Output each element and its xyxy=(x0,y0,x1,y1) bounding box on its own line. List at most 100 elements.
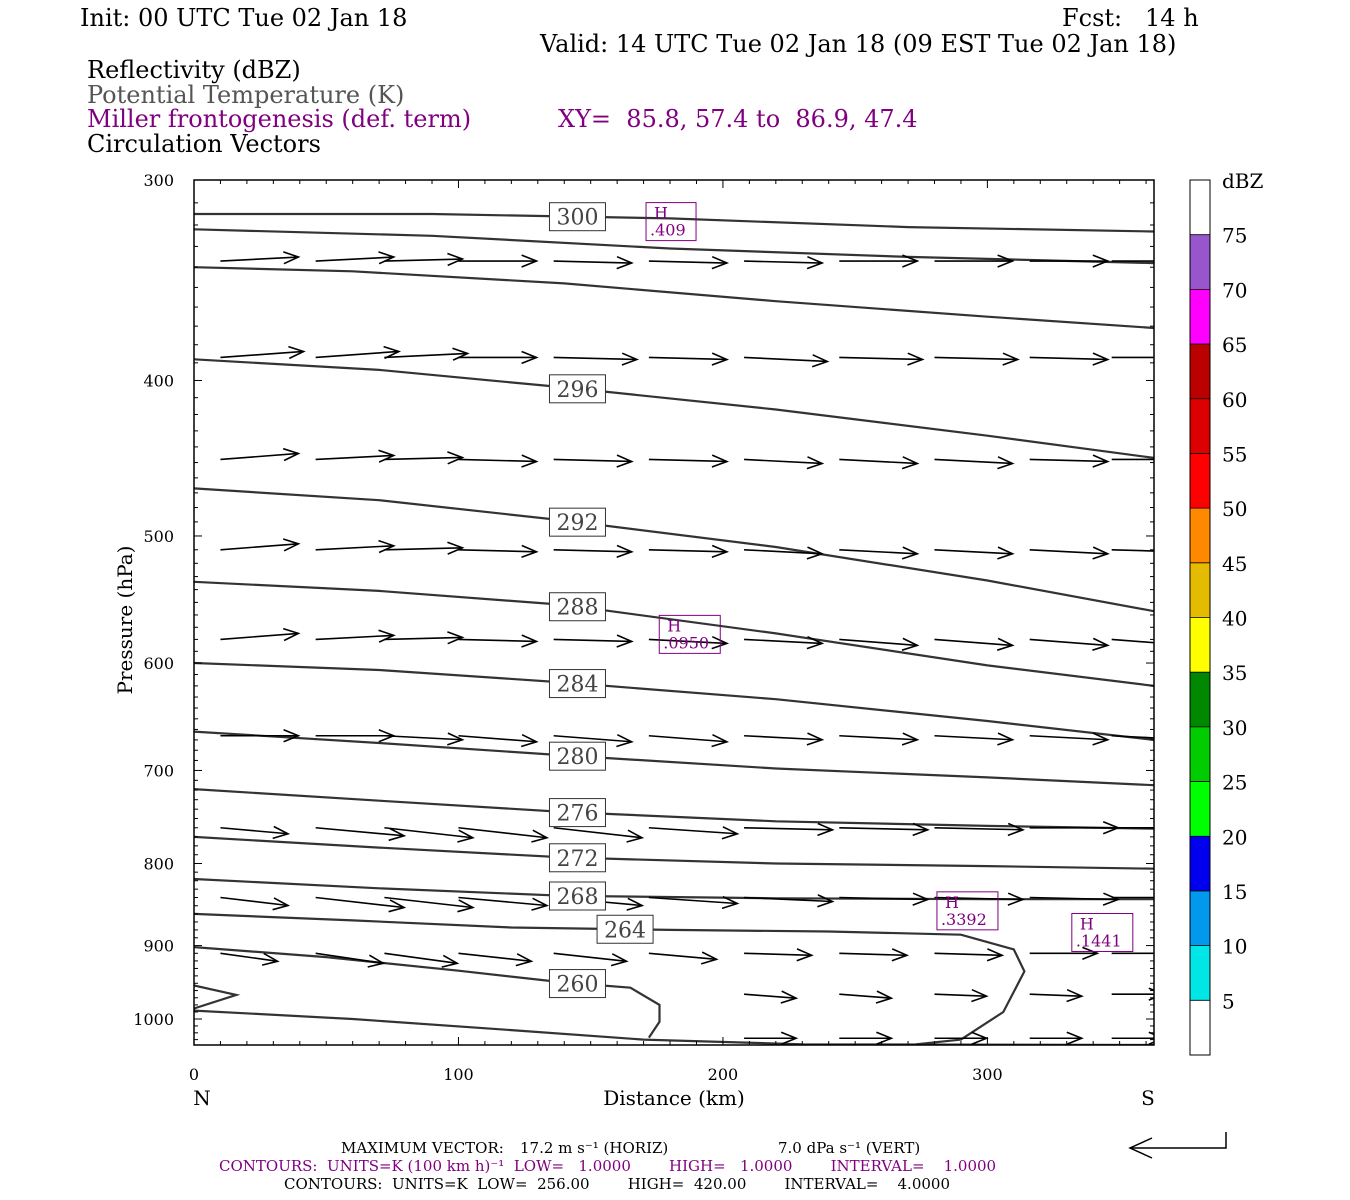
contour-label: 300 xyxy=(556,206,598,231)
circulation-vector xyxy=(934,638,1013,647)
circulation-vector xyxy=(744,896,833,903)
circulation-vector xyxy=(315,634,394,641)
circulation-vector-head xyxy=(711,635,730,650)
colorbar-segment xyxy=(1190,289,1210,345)
colorbar-label: 40 xyxy=(1222,607,1247,631)
contour-label: 292 xyxy=(556,511,598,536)
contour-label-box xyxy=(548,374,606,404)
circulation-vector xyxy=(553,458,632,463)
circulation-vector xyxy=(648,458,727,463)
circulation-vector-head xyxy=(996,637,1015,651)
circulation-vector xyxy=(553,260,632,264)
circulation-vector-head xyxy=(378,629,396,643)
circulation-vector xyxy=(458,952,532,963)
frontogenesis-max-value: .1441 xyxy=(1076,932,1122,951)
circulation-vector xyxy=(839,458,918,465)
x-tick-label: 0 xyxy=(189,1065,199,1084)
circulation-vector-head xyxy=(997,546,1015,560)
circulation-vector xyxy=(553,548,632,553)
circulation-vector-head xyxy=(288,345,306,360)
frontogenesis-max-box xyxy=(936,891,999,931)
circulation-vector-head xyxy=(721,895,740,910)
circulation-vector-head xyxy=(1175,733,1190,745)
contour-label-box xyxy=(548,843,606,873)
theta-contour xyxy=(194,730,1154,787)
circulation-vector-head xyxy=(457,829,475,843)
circulation-vector-head xyxy=(806,732,825,746)
circulation-vector-head xyxy=(901,456,920,470)
circulation-vector-head xyxy=(817,822,835,837)
circulation-vector xyxy=(384,896,473,909)
theta-contour xyxy=(194,877,1154,901)
colorbar-segment xyxy=(1190,453,1210,509)
circulation-vector-head xyxy=(1174,638,1189,650)
contour-label: 296 xyxy=(556,378,598,403)
theta-contour xyxy=(194,835,1154,870)
contour-label-box xyxy=(548,592,606,622)
circulation-vector-head xyxy=(912,892,930,906)
circulation-vector xyxy=(384,952,458,965)
circulation-vector-head xyxy=(521,544,539,559)
circulation-vector-head xyxy=(1066,1031,1084,1045)
circulation-vector xyxy=(220,452,299,461)
circulation-vector-head xyxy=(711,733,730,748)
circulation-vector xyxy=(458,638,537,643)
circulation-vector-head xyxy=(1082,946,1100,960)
circulation-vector xyxy=(315,256,394,262)
colorbar-unit-label: dBZ xyxy=(1222,169,1264,193)
circulation-vector xyxy=(384,352,468,359)
circulation-vector-head xyxy=(1164,255,1179,267)
circulation-vector-head xyxy=(1092,254,1110,268)
colorbar-label: 55 xyxy=(1222,442,1247,466)
frontogenesis-max-letter: H xyxy=(667,616,681,635)
circulation-vector xyxy=(744,458,823,465)
circulation-vector xyxy=(839,356,923,361)
colorbar-segment xyxy=(1190,234,1210,290)
forecast-hour: Fcst: 14 h xyxy=(1062,4,1199,32)
circulation-vector xyxy=(1029,896,1119,901)
circulation-vector-head xyxy=(447,631,465,645)
circulation-vector-head xyxy=(1164,352,1179,364)
circulation-vector xyxy=(839,896,928,901)
circulation-vector xyxy=(744,260,823,264)
theta-contour xyxy=(194,228,1154,265)
colorbar-segment xyxy=(1190,617,1210,673)
circulation-vector-head xyxy=(1092,637,1110,651)
circulation-vector xyxy=(315,544,394,551)
circulation-vector-head xyxy=(447,541,465,555)
circulation-vector-head xyxy=(1164,545,1179,557)
colorbar-label: 5 xyxy=(1222,989,1235,1013)
circulation-vector-head xyxy=(1164,947,1179,959)
circulation-vector-head xyxy=(711,255,730,270)
contour-label-box xyxy=(548,881,606,911)
circulation-vector-head xyxy=(780,1031,799,1045)
circulation-vector-head xyxy=(806,456,825,470)
circulation-vector xyxy=(220,542,299,551)
circulation-vector xyxy=(648,548,727,553)
circulation-vector-head xyxy=(521,350,539,365)
theta-contour-info: CONTOURS: UNITS=K LOW= 256.00 HIGH= 420.… xyxy=(284,1175,950,1193)
circulation-vector xyxy=(1111,548,1154,552)
y-tick-label: 600 xyxy=(143,654,174,673)
circulation-vector-head xyxy=(447,732,465,746)
circulation-vector xyxy=(744,826,833,831)
circulation-vector-head xyxy=(711,352,730,366)
return-arrow-icon xyxy=(1128,1132,1227,1159)
circulation-vector-head xyxy=(907,352,925,366)
theta-contour xyxy=(194,1009,1154,1045)
circulation-vector-head xyxy=(1007,892,1026,906)
circulation-vector xyxy=(744,734,823,741)
circulation-vector xyxy=(315,350,399,359)
contour-label-box xyxy=(548,969,606,999)
circulation-vector-head xyxy=(378,539,396,554)
colorbar-label: 15 xyxy=(1222,880,1247,904)
colorbar-segment xyxy=(1190,180,1210,235)
circulation-vector xyxy=(220,350,304,359)
circulation-vector xyxy=(934,458,1013,465)
circulation-vector xyxy=(839,734,918,741)
circulation-vector-head xyxy=(902,254,920,268)
circulation-vector-head xyxy=(1092,454,1110,468)
circulation-vector xyxy=(1111,638,1154,644)
colorbar-segment xyxy=(1190,508,1210,563)
